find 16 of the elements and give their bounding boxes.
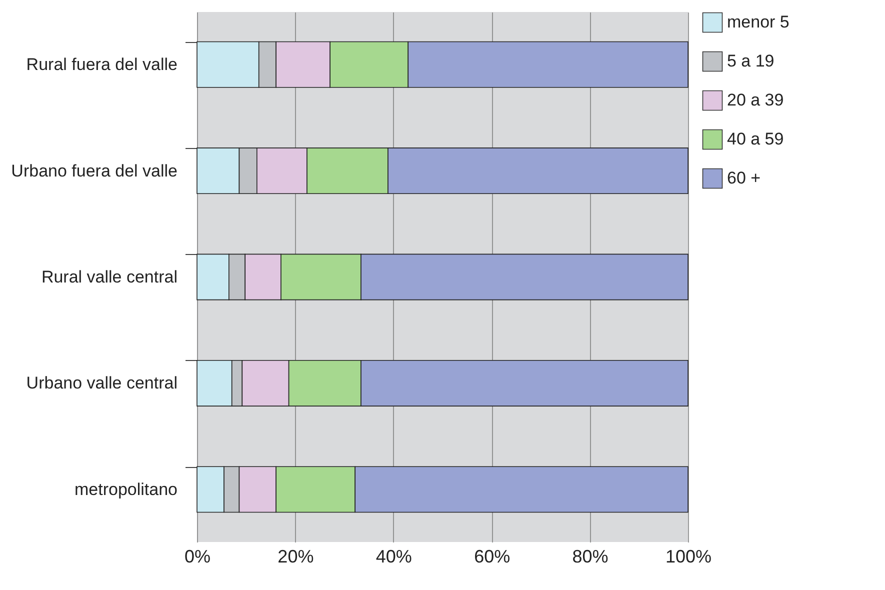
- x-tick-label: 0%: [184, 546, 211, 566]
- x-tick-label: 60%: [474, 546, 510, 566]
- y-tick-label: Rural valle central: [41, 268, 178, 286]
- x-tick-label: 100%: [665, 546, 712, 566]
- legend-label: 5 a 19: [727, 52, 774, 70]
- x-tick-label: 20%: [278, 546, 314, 566]
- x-tick-label: 80%: [572, 546, 608, 566]
- y-tick-label: Urbano fuera del valle: [11, 161, 178, 180]
- legend-label: 20 a 39: [727, 90, 784, 110]
- legend-label: menor 5: [727, 12, 790, 32]
- y-tick-label: metropolitano: [74, 480, 178, 499]
- y-tick-label: Urbano valle central: [26, 374, 178, 393]
- legend-label: 40 a 59: [727, 130, 784, 148]
- legend-label: 60 +: [727, 168, 761, 188]
- y-tick-label: Rural fuera del valle: [26, 55, 178, 74]
- x-tick-label: 40%: [376, 546, 412, 566]
